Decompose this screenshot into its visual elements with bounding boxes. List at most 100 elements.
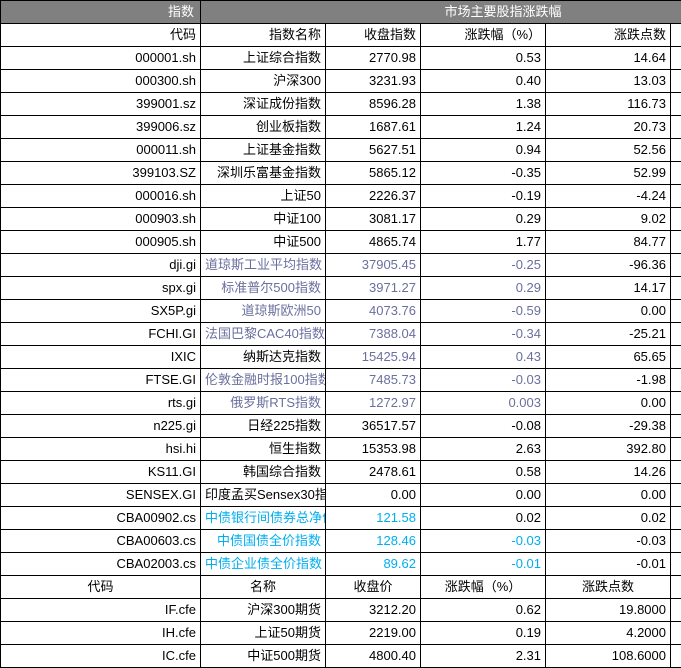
cell-futures-name: 上证50期货 xyxy=(201,622,326,645)
cell-index-name: 标准普尔500指数 xyxy=(201,277,326,300)
cell-month-change-pct: 0.00 xyxy=(671,392,681,415)
cell-month-change-pct: 1.39 xyxy=(671,254,681,277)
cell-close-index: 4073.76 xyxy=(326,300,421,323)
cell-month-change-pct: 0.00 xyxy=(671,484,681,507)
cell-index-name: 深圳乐富基金指数 xyxy=(201,162,326,185)
cell-change-pct: 0.94 xyxy=(421,139,546,162)
cell-index-name: 纳斯达克指数 xyxy=(201,346,326,369)
cell-month-change-pct: 0.61 xyxy=(671,507,681,530)
header-code[interactable]: 代码 xyxy=(1,24,201,47)
cell-index-name: 日经225指数 xyxy=(201,415,326,438)
cell-index-name: 上证基金指数 xyxy=(201,139,326,162)
cell-close-index: 121.58 xyxy=(326,507,421,530)
cell-month-change-pct: 2.31 xyxy=(671,277,681,300)
header-close-index[interactable]: 收盘指数 xyxy=(326,24,421,47)
cell-change-points: 84.77 xyxy=(546,231,671,254)
cell-index-name: 伦敦金融时报100指数 xyxy=(201,369,326,392)
cell-index-name: 道琼斯工业平均指数 xyxy=(201,254,326,277)
fheader-code[interactable]: 代码 xyxy=(1,576,201,599)
fheader-name[interactable]: 名称 xyxy=(201,576,326,599)
header-change-pct[interactable]: 涨跌幅（%） xyxy=(421,24,546,47)
cell-index-name: 道琼斯欧洲50 xyxy=(201,300,326,323)
cell-change-pct: -0.03 xyxy=(421,369,546,392)
cell-close-index: 7485.73 xyxy=(326,369,421,392)
cell-close-index: 3231.93 xyxy=(326,70,421,93)
cell-month-change-pct: -6.00 xyxy=(671,162,681,185)
cell-close-index: 2770.98 xyxy=(326,47,421,70)
header-change-points[interactable]: 涨跌点数 xyxy=(546,24,671,47)
cell-code: 399001.sz xyxy=(1,93,201,116)
cell-futures-code: IH.cfe xyxy=(1,622,201,645)
cell-change-points: 14.26 xyxy=(546,461,671,484)
cell-month-change-pct: -6.78 xyxy=(671,93,681,116)
cell-change-points: 0.00 xyxy=(546,300,671,323)
cell-change-pct: 0.29 xyxy=(421,277,546,300)
cell-change-pct: 0.43 xyxy=(421,346,546,369)
cell-change-points: 52.99 xyxy=(546,162,671,185)
cell-change-pct: 0.29 xyxy=(421,208,546,231)
cell-month-change-pct: -8.40 xyxy=(671,231,681,254)
cell-futures-change-points: 19.8000 xyxy=(546,599,671,622)
cell-close-index: 2226.37 xyxy=(326,185,421,208)
cell-change-pct: 0.58 xyxy=(421,461,546,484)
cell-code: SENSEX.GI xyxy=(1,484,201,507)
cell-futures-name: 沪深300期货 xyxy=(201,599,326,622)
table-row[interactable]: CBA00902.cs中债银行间债券总净价指数121.580.020.020.6… xyxy=(1,507,681,530)
cell-change-points: 20.73 xyxy=(546,116,671,139)
cell-change-pct: -0.25 xyxy=(421,254,546,277)
futures-column-header-row: 代码 名称 收盘价 涨跌幅（%） 涨跌点数 基差 xyxy=(1,576,681,599)
cell-futures-change-pct: 0.62 xyxy=(421,599,546,622)
table-row[interactable]: FCHI.GI法国巴黎CAC40指数7388.04-0.34-25.21-2.3… xyxy=(1,323,681,346)
cell-close-index: 0.00 xyxy=(326,484,421,507)
fheader-change-points[interactable]: 涨跌点数 xyxy=(546,576,671,599)
cell-month-change-pct: -2.75 xyxy=(671,369,681,392)
cell-code: KS11.GI xyxy=(1,461,201,484)
header-index-name[interactable]: 指数名称 xyxy=(201,24,326,47)
cell-close-index: 5865.12 xyxy=(326,162,421,185)
cell-change-pct: 0.53 xyxy=(421,47,546,70)
cell-futures-name: 中证500期货 xyxy=(201,645,326,668)
cell-index-name: 印度孟买Sensex30指数 xyxy=(201,484,326,507)
cell-change-points: -1.98 xyxy=(546,369,671,392)
cell-month-change-pct: 0.76 xyxy=(671,530,681,553)
cell-code: FCHI.GI xyxy=(1,323,201,346)
fheader-change-pct[interactable]: 涨跌幅（%） xyxy=(421,576,546,599)
cell-close-index: 37905.45 xyxy=(326,254,421,277)
cell-code: CBA02003.cs xyxy=(1,553,201,576)
fheader-close-price[interactable]: 收盘价 xyxy=(326,576,421,599)
fheader-basis[interactable]: 基差 xyxy=(671,576,681,599)
cell-futures-change-points: 108.6000 xyxy=(546,645,671,668)
cell-change-points: -29.38 xyxy=(546,415,671,438)
cell-month-change-pct: -1.94 xyxy=(671,185,681,208)
cell-close-index: 128.46 xyxy=(326,530,421,553)
cell-month-change-pct: 10.10 xyxy=(671,415,681,438)
cell-code: CBA00902.cs xyxy=(1,507,201,530)
cell-index-name: 中证500 xyxy=(201,231,326,254)
header-month-change-pct[interactable]: 近一月涨幅(%) xyxy=(671,24,681,47)
table-row[interactable]: SENSEX.GI印度孟买Sensex30指数0.000.000.000.00 xyxy=(1,484,681,507)
cell-month-change-pct: -0.12 xyxy=(671,300,681,323)
